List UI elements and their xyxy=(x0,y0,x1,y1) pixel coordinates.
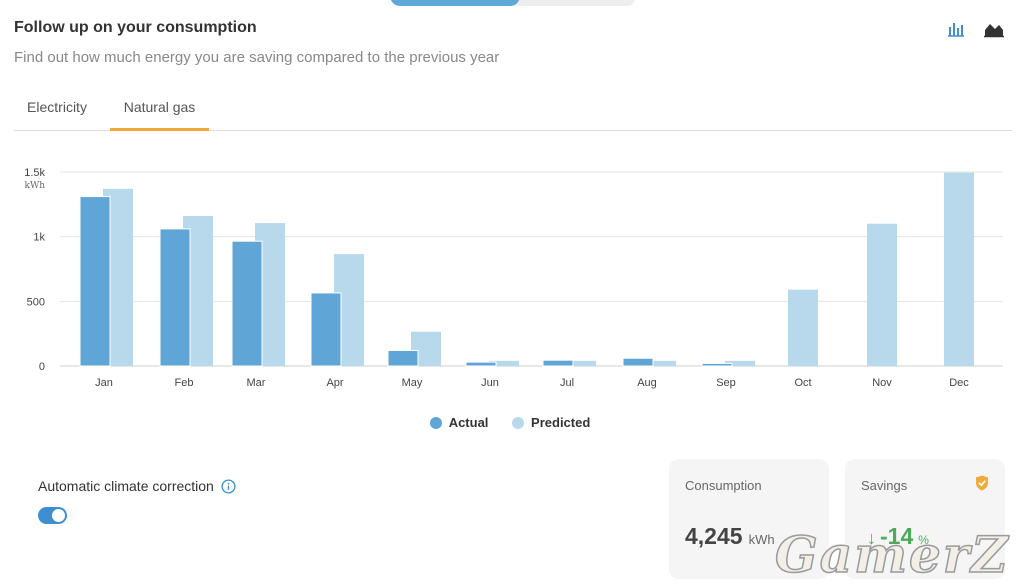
x-tick-label: Nov xyxy=(872,377,892,389)
bar-actual xyxy=(622,357,654,367)
x-tick-label: Aug xyxy=(637,377,657,389)
climate-correction-row: Automatic climate correction xyxy=(38,478,236,494)
x-tick-label: Jul xyxy=(560,377,574,389)
savings-value: -14 xyxy=(880,523,914,549)
bar-actual xyxy=(231,240,263,367)
savings-arrow-icon: ↓ xyxy=(867,528,876,548)
x-tick-label: Feb xyxy=(175,377,194,389)
y-unit-label: kWh xyxy=(24,181,45,191)
chart-legend: Actual Predicted xyxy=(0,415,1020,432)
bar-predicted xyxy=(646,360,676,366)
y-tick-label: 1.5k xyxy=(24,167,45,179)
x-tick-label: Oct xyxy=(794,377,811,389)
tab-natural-gas[interactable]: Natural gas xyxy=(110,90,209,131)
x-tick-label: Dec xyxy=(949,377,969,389)
area-chart-view-button[interactable] xyxy=(983,18,1005,40)
bar-actual xyxy=(701,362,733,367)
bar-predicted xyxy=(788,289,818,366)
page-title: Follow up on your consumption xyxy=(14,19,257,36)
bar-chart-icon xyxy=(948,23,964,37)
view-toggle[interactable] xyxy=(390,0,636,6)
legend-label-actual: Actual xyxy=(448,415,489,430)
savings-value-row: ↓ -14% xyxy=(867,523,929,550)
x-tick-label: Mar xyxy=(247,377,266,389)
bar-actual xyxy=(159,228,191,367)
consumption-unit: kWh xyxy=(748,532,775,547)
x-tick-label: Apr xyxy=(326,377,343,389)
bar-actual xyxy=(387,349,419,367)
bar-actual xyxy=(542,359,574,367)
consumption-chart: 0 500 1k 1.5k kWh Jan Feb Mar Apr May Jun Jul Aug Sep… xyxy=(24,167,1003,389)
y-tick-label: 1k xyxy=(33,232,45,244)
bar-predicted xyxy=(725,360,755,366)
legend-label-predicted: Predicted xyxy=(531,415,591,430)
legend-item-actual[interactable]: Actual xyxy=(429,415,489,430)
legend-dot-actual xyxy=(429,416,442,429)
shield-check-icon xyxy=(976,475,988,491)
bar-predicted xyxy=(867,223,897,366)
toggle-knob xyxy=(52,509,65,522)
bar-predicted xyxy=(944,172,974,366)
x-tick-label: Jun xyxy=(481,377,499,389)
savings-unit: % xyxy=(918,533,929,547)
y-tick-label: 500 xyxy=(27,296,45,308)
x-tick-label: Jan xyxy=(95,377,113,389)
bar-predicted xyxy=(566,360,596,366)
bar-chart-view-button[interactable] xyxy=(945,18,967,40)
savings-label: Savings xyxy=(861,478,908,493)
info-icon[interactable] xyxy=(221,478,236,494)
energy-tabs: Electricity Natural gas xyxy=(14,90,1012,131)
x-tick-label: May xyxy=(402,377,423,389)
page-subtitle: Find out how much energy you are saving … xyxy=(14,49,500,66)
bar-actual xyxy=(465,361,497,367)
tab-electricity[interactable]: Electricity xyxy=(27,99,87,115)
legend-dot-predicted xyxy=(512,416,525,429)
climate-correction-toggle[interactable] xyxy=(38,507,67,524)
legend-item-predicted[interactable]: Predicted xyxy=(512,415,590,430)
savings-card: Savings ↓ -14% xyxy=(845,459,1005,579)
area-chart-icon xyxy=(984,24,1004,38)
watermark-logo: GamerZ xyxy=(774,524,1010,584)
bar-predicted xyxy=(489,360,519,366)
x-tick-label: Sep xyxy=(716,377,736,389)
consumption-label: Consumption xyxy=(685,478,762,493)
consumption-card: Consumption 4,245 kWh xyxy=(669,459,829,579)
climate-correction-label: Automatic climate correction xyxy=(38,478,214,494)
y-tick-label: 0 xyxy=(39,361,45,373)
bar-actual xyxy=(79,196,111,367)
view-toggle-active-segment[interactable] xyxy=(390,0,520,6)
consumption-value-row: 4,245 kWh xyxy=(685,523,775,550)
bar-actual xyxy=(310,292,342,367)
consumption-value: 4,245 xyxy=(685,523,743,549)
